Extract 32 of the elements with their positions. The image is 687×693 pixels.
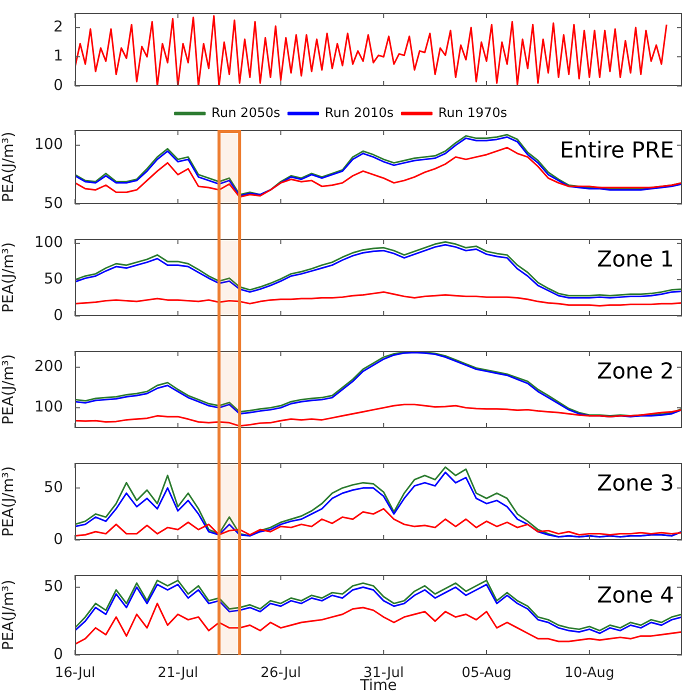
legend-label: Run 2010s	[324, 106, 394, 121]
annotation: Zone 1	[597, 248, 674, 273]
y-axis-title: PEA(J/m³)	[0, 466, 17, 537]
x-tick-label: 21-Jul	[158, 665, 198, 682]
y-axis-title: PEA(J/m³)	[0, 132, 17, 202]
annotation: Zone 2	[597, 360, 674, 385]
x-tick-label: 16-Jul	[54, 665, 96, 682]
y-tick-label: 0	[53, 644, 63, 663]
x-tick-label: 05-Aug	[462, 665, 512, 682]
y-tick-label: 200	[34, 357, 63, 376]
y-tick-label: 1	[53, 46, 63, 65]
y-tick-label: 50	[44, 194, 63, 212]
y-tick-label: 0	[53, 530, 63, 548]
annotation: Zone 3	[597, 472, 674, 497]
y-tick-label: 0	[53, 76, 63, 94]
y-tick-label: 100	[34, 135, 63, 154]
y-tick-label: 50	[44, 478, 63, 496]
y-tick-label: 50	[44, 577, 63, 596]
y-axis-title: PEA(J/m³)	[0, 354, 17, 425]
y-tick-label: 2	[53, 17, 63, 36]
y-axis-title: PEA(J/m³)	[0, 580, 17, 650]
y-tick-label: 100	[34, 398, 63, 416]
annotation: Entire PRE	[560, 138, 674, 164]
x-tick-label: 26-Jul	[260, 665, 302, 682]
annotation: Zone 4	[597, 584, 674, 609]
y-axis-title: PEA(J/m³)	[0, 242, 17, 313]
y-tick-label: 50	[44, 270, 63, 288]
y-tick-label: 100	[34, 233, 63, 252]
legend-label: Run 1970s	[438, 106, 508, 121]
legend-label: Run 2050s	[211, 106, 281, 121]
x-tick-label: 10-Aug	[564, 665, 614, 682]
y-tick-label: 0	[53, 306, 63, 324]
